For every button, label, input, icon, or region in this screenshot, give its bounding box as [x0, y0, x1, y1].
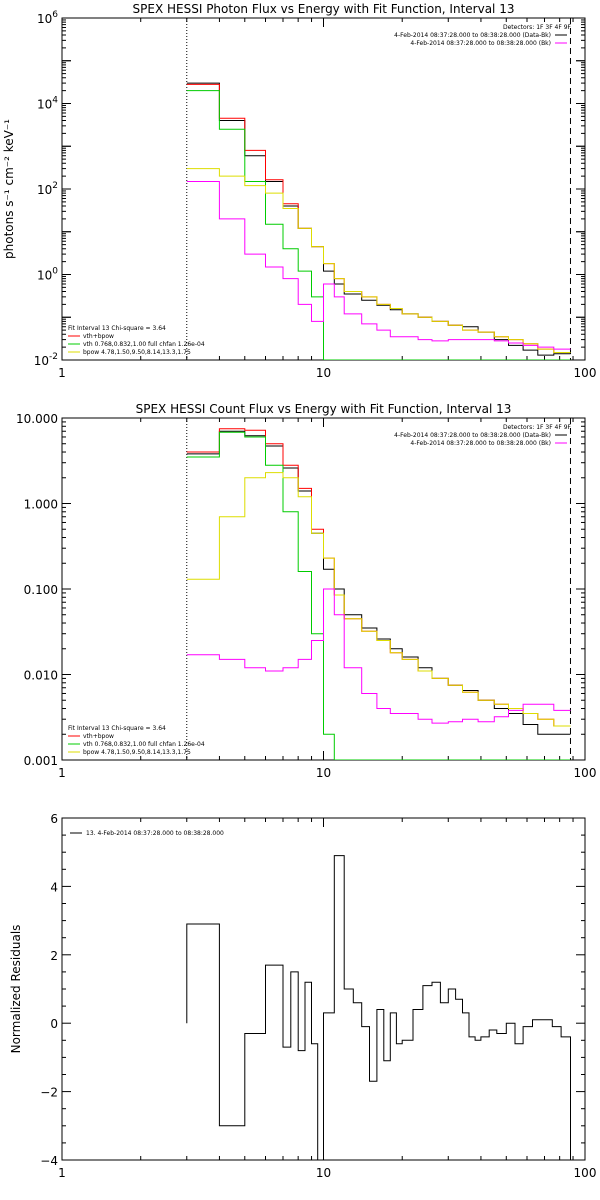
y-tick-base: 10 [37, 269, 52, 283]
y-tick-label: 6 [50, 812, 58, 826]
y-tick-exp: 4 [52, 96, 58, 106]
y-tick-label: 2 [50, 949, 58, 963]
legend-left-label: vth 0.768,0.832,1.00 full chfan 1.26e-04 [83, 341, 205, 348]
legend-right-label: 4-Feb-2014 08:37:28.000 to 08:38:28.000 … [394, 32, 551, 39]
legend-right-label: 4-Feb-2014 08:37:28.000 to 08:38:28.000 … [410, 440, 551, 447]
series-bpow [186, 472, 571, 727]
x-tick-label: 100 [574, 366, 597, 380]
y-tick-label: 106 [37, 10, 58, 26]
series-data-bk [186, 430, 571, 735]
plot-title-2: SPEX HESSI Count Flux vs Energy with Fit… [136, 402, 512, 416]
legend-right-label: 4-Feb-2014 08:37:28.000 to 08:38:28.000 … [410, 40, 551, 47]
y-tick-base: 10 [34, 354, 49, 368]
x-tick-label: 100 [574, 1166, 597, 1180]
y-tick-label: 102 [37, 181, 58, 197]
y-tick-base: 10 [37, 12, 52, 26]
x-tick-label: 1 [58, 366, 66, 380]
y-axis-label: photons s⁻¹ cm⁻² keV⁻¹ [2, 119, 16, 259]
y-tick-label: 100 [37, 267, 58, 283]
y-tick-label: 10.000 [16, 412, 58, 426]
series-vth-bpow [186, 428, 571, 727]
series-group-3 [186, 855, 571, 1160]
y-tick-label: −2 [40, 1086, 58, 1100]
residual-legend-label: 13. 4-Feb-2014 08:37:28.000 to 08:38:28.… [86, 830, 224, 837]
y-tick-label: 0.001 [24, 754, 58, 768]
x-tick-label: 10 [316, 766, 331, 780]
y-tick-base: 10 [37, 98, 52, 112]
series-13-4-feb-2014-08-37-28-000-to-08-38-28-000 [186, 855, 571, 1160]
x-tick-label: 10 [316, 1166, 331, 1180]
legend-left-label: bpow 4.78,1.50,9.50,8.14,13.3,1.75 [83, 749, 191, 756]
y-tick-label: 0.100 [24, 583, 58, 597]
legend-left-label: vth 0.768,0.832,1.00 full chfan 1.26e-04 [83, 741, 205, 748]
fit-header: Fit Interval 13 Chi-square = 3.64 [68, 725, 166, 732]
x-tick-label: 1 [58, 1166, 66, 1180]
legend-left-label: bpow 4.78,1.50,9.50,8.14,13.3,1.75 [83, 349, 191, 356]
y-axis-label: Normalized Residuals [9, 925, 23, 1054]
detectors-label: Detectors: 1F 3F 4F 9F [503, 424, 572, 431]
y-tick-exp: 6 [52, 10, 58, 20]
detectors-label: Detectors: 1F 3F 4F 9F [503, 24, 572, 31]
y-tick-exp: 0 [52, 267, 58, 277]
series-bpow [186, 168, 571, 353]
plot-title-1: SPEX HESSI Photon Flux vs Energy with Fi… [133, 2, 515, 16]
y-tick-label: 1.000 [24, 498, 58, 512]
y-tick-label: 10-2 [34, 352, 58, 368]
legend-left-label: vth+bpow [83, 733, 114, 740]
y-tick-label: 104 [37, 96, 58, 112]
series-vth [186, 431, 571, 760]
legend-right-label: 4-Feb-2014 08:37:28.000 to 08:38:28.000 … [394, 432, 551, 439]
y-tick-base: 10 [37, 183, 52, 197]
y-tick-label: 0.010 [24, 669, 58, 683]
x-tick-label: 100 [574, 766, 597, 780]
legend-left-label: vth+bpow [83, 333, 114, 340]
x-tick-label: 1 [58, 766, 66, 780]
y-tick-label: 0 [50, 1017, 58, 1031]
y-tick-label: 4 [50, 880, 58, 894]
series-group-1 [186, 82, 571, 360]
y-tick-label: −4 [40, 1154, 58, 1168]
series-group-2 [186, 428, 571, 760]
fit-header: Fit Interval 13 Chi-square = 3.64 [68, 325, 166, 332]
series-bk [186, 181, 571, 350]
y-tick-exp: 2 [52, 181, 58, 191]
y-tick-exp: -2 [49, 352, 58, 362]
series-bk [186, 588, 571, 724]
x-tick-label: 10 [316, 366, 331, 380]
